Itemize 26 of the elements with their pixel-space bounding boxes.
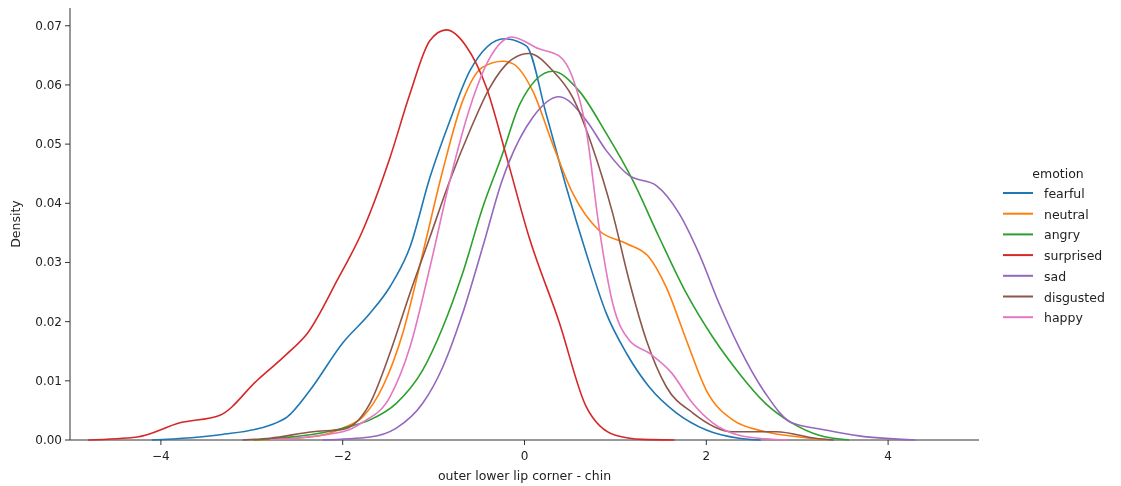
legend-label: fearful bbox=[1044, 186, 1085, 201]
x-tick-label: 2 bbox=[702, 449, 711, 463]
y-tick-label: 0.02 bbox=[35, 314, 62, 329]
y-tick-label: 0.01 bbox=[35, 373, 62, 388]
y-tick-label: 0.05 bbox=[35, 137, 62, 152]
line-series bbox=[87, 29, 676, 441]
legend-label: surprised bbox=[1044, 248, 1103, 264]
y-tick-label: 0.04 bbox=[35, 196, 62, 211]
legend-label: angry bbox=[1044, 227, 1081, 243]
legend-label: happy bbox=[1044, 310, 1084, 326]
legend-label: disgusted bbox=[1044, 289, 1105, 305]
y-axis-title: Density bbox=[8, 199, 23, 248]
y-tick-label: 0.03 bbox=[35, 255, 62, 270]
legend-title: emotion bbox=[1032, 166, 1084, 181]
x-tick-label: 0 bbox=[520, 449, 529, 463]
x-tick-label: −4 bbox=[152, 449, 170, 463]
x-tick-label: 4 bbox=[884, 449, 892, 463]
x-axis-title: outer lower lip corner - chin bbox=[437, 468, 612, 483]
legend-label: neutral bbox=[1044, 206, 1089, 222]
y-tick-label: 0.06 bbox=[35, 77, 62, 92]
legend-label: sad bbox=[1044, 268, 1067, 284]
line-series bbox=[321, 95, 917, 441]
x-tick-label: −2 bbox=[333, 449, 352, 463]
line-series bbox=[151, 37, 762, 441]
y-tick-label: 0.07 bbox=[35, 18, 62, 33]
y-tick-label: 0.00 bbox=[35, 433, 62, 447]
